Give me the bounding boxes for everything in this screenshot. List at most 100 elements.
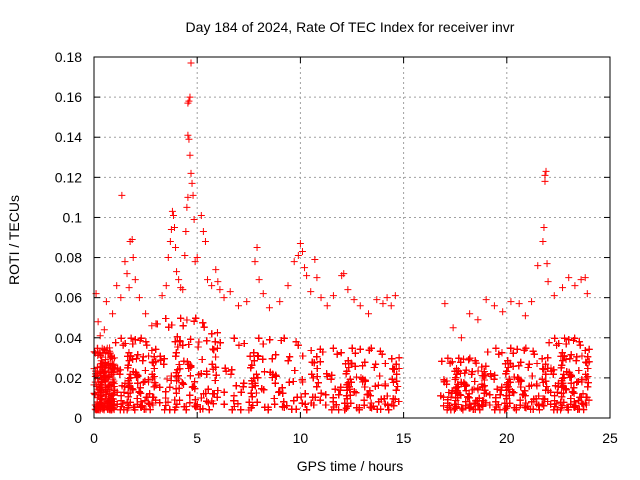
- data-point: [301, 390, 309, 398]
- data-point: [246, 352, 254, 360]
- data-point: [200, 390, 208, 398]
- data-point: [156, 383, 164, 391]
- data-point: [213, 329, 221, 337]
- data-point: [179, 322, 187, 330]
- data-point: [248, 393, 256, 401]
- data-point: [148, 370, 156, 378]
- data-point: [145, 352, 153, 360]
- data-point: [389, 365, 397, 373]
- data-point: [468, 386, 476, 394]
- data-point: [129, 386, 137, 394]
- data-point: [165, 323, 173, 331]
- data-point: [138, 402, 146, 410]
- data-point: [255, 334, 263, 342]
- data-point: [195, 371, 203, 379]
- data-point: [186, 391, 194, 399]
- data-point: [142, 405, 150, 413]
- data-point: [163, 375, 171, 383]
- data-point: [141, 377, 149, 385]
- data-point: [252, 389, 260, 397]
- data-point: [98, 375, 106, 383]
- data-point: [291, 366, 299, 374]
- data-point: [97, 395, 105, 403]
- data-point: [175, 361, 183, 369]
- data-point: [166, 383, 174, 391]
- data-point: [141, 366, 149, 374]
- data-point: [99, 388, 107, 396]
- data-point: [162, 315, 170, 323]
- data-point: [307, 346, 315, 354]
- data-point: [129, 355, 137, 363]
- data-point: [113, 388, 121, 396]
- data-point: [152, 381, 160, 389]
- data-point: [124, 404, 132, 412]
- data-point: [97, 367, 105, 375]
- data-point: [189, 383, 197, 391]
- data-point: [333, 350, 341, 358]
- data-point: [286, 353, 294, 361]
- data-point: [455, 354, 463, 362]
- data-point: [190, 317, 198, 325]
- data-point: [284, 357, 292, 365]
- data-point: [93, 344, 101, 352]
- data-point: [474, 367, 482, 375]
- data-point: [313, 353, 321, 361]
- data-point: [125, 349, 133, 357]
- data-point: [210, 346, 218, 354]
- data-point: [220, 388, 228, 396]
- data-point: [213, 393, 221, 401]
- data-point: [133, 394, 141, 402]
- data-point: [474, 384, 482, 392]
- data-point: [148, 346, 156, 354]
- data-point: [230, 397, 238, 405]
- data-point: [146, 406, 154, 414]
- data-point: [395, 354, 403, 362]
- data-point: [139, 353, 147, 361]
- data-point: [342, 404, 350, 412]
- data-point: [438, 357, 446, 365]
- data-point: [266, 336, 274, 344]
- data-point: [240, 339, 248, 347]
- data-point: [99, 349, 107, 357]
- data-point: [137, 389, 145, 397]
- data-point: [198, 356, 206, 364]
- data-point: [117, 334, 125, 342]
- data-point: [120, 388, 128, 396]
- data-point: [162, 388, 170, 396]
- data-point: [195, 338, 203, 346]
- data-point: [110, 370, 118, 378]
- data-point: [186, 399, 194, 407]
- data-point: [322, 391, 330, 399]
- data-point: [182, 403, 190, 411]
- data-point: [186, 372, 194, 380]
- data-point: [133, 370, 141, 378]
- data-point: [128, 385, 136, 393]
- data-point: [370, 364, 378, 372]
- data-point: [253, 398, 261, 406]
- data-point: [212, 371, 220, 379]
- data-point: [208, 330, 216, 338]
- data-point: [160, 355, 168, 363]
- data-point: [199, 405, 207, 413]
- data-point: [105, 372, 113, 380]
- data-point: [188, 383, 196, 391]
- data-point: [149, 374, 157, 382]
- data-point: [298, 399, 306, 407]
- data-point: [185, 341, 193, 349]
- data-point: [111, 354, 119, 362]
- data-point: [214, 387, 222, 395]
- data-point: [178, 379, 186, 387]
- data-point: [144, 399, 152, 407]
- data-point: [376, 372, 384, 380]
- data-point: [292, 405, 300, 413]
- data-point: [137, 398, 145, 406]
- data-point: [171, 338, 179, 346]
- data-point: [220, 400, 228, 408]
- data-point: [271, 379, 279, 387]
- data-point: [203, 337, 211, 345]
- data-point: [143, 341, 151, 349]
- data-point: [98, 399, 106, 407]
- data-point: [174, 372, 182, 380]
- data-point: [146, 390, 154, 398]
- data-point: [150, 353, 158, 361]
